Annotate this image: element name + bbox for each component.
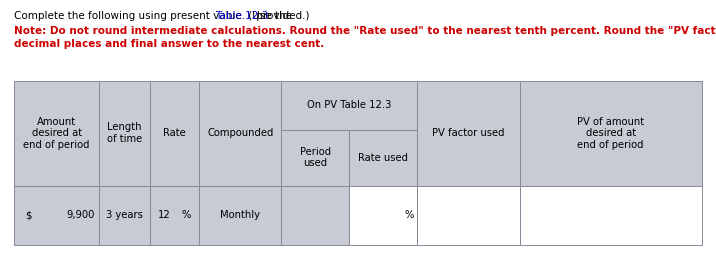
Text: Complete the following using present value. (Use the: Complete the following using present val…	[14, 11, 296, 21]
Text: $: $	[25, 210, 32, 220]
Text: decimal places and final answer to the nearest cent.: decimal places and final answer to the n…	[14, 39, 324, 49]
Text: %: %	[182, 210, 191, 220]
Text: PV factor used: PV factor used	[432, 128, 505, 138]
Text: Table 12.3: Table 12.3	[216, 11, 268, 21]
Text: PV of amount
desired at
end of period: PV of amount desired at end of period	[577, 117, 644, 150]
Text: provided.): provided.)	[253, 11, 310, 21]
Text: Rate used: Rate used	[358, 153, 408, 163]
Text: 12: 12	[158, 210, 171, 220]
Text: Note: Do not round intermediate calculations. Round the "Rate used" to the neare: Note: Do not round intermediate calculat…	[14, 26, 716, 37]
Text: Rate: Rate	[163, 128, 186, 138]
Text: Period
used: Period used	[300, 147, 331, 169]
Text: 3 years: 3 years	[106, 210, 143, 220]
Text: Compounded: Compounded	[207, 128, 274, 138]
Text: Amount
desired at
end of period: Amount desired at end of period	[24, 117, 90, 150]
Text: Length
of time: Length of time	[107, 122, 142, 144]
Text: 9,900: 9,900	[67, 210, 95, 220]
Text: %: %	[405, 210, 415, 220]
Text: On PV Table 12.3: On PV Table 12.3	[307, 100, 391, 110]
Text: Monthly: Monthly	[221, 210, 260, 220]
